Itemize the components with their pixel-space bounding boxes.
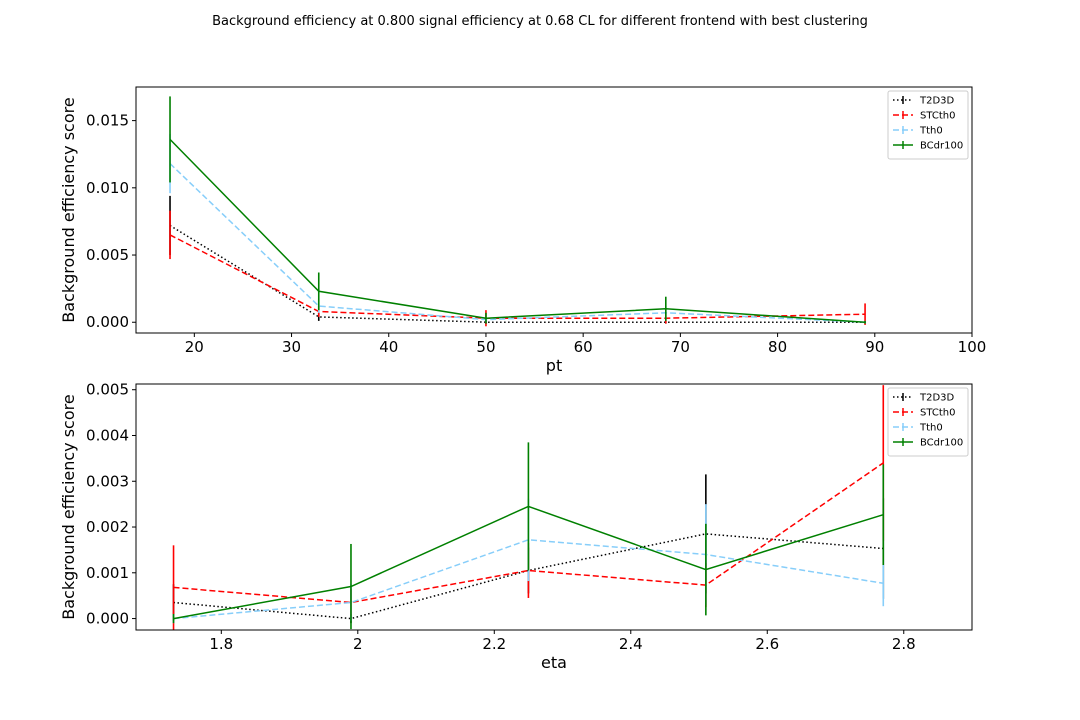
eta-x-axis-label: eta bbox=[541, 653, 567, 672]
pt-series-stcth0 bbox=[169, 210, 866, 327]
eta-y-tick-label: 0.002 bbox=[86, 518, 129, 536]
pt-y-tick-label: 0.015 bbox=[86, 112, 129, 130]
pt-panel: pt Background efficiency score 20 30 40 50 6… bbox=[59, 86, 986, 375]
pt-line-tth0 bbox=[169, 163, 866, 323]
pt-y-axis-label: Background efficiency score bbox=[59, 97, 78, 322]
eta-series bbox=[172, 385, 885, 630]
pt-legend-label: BCdr100 bbox=[920, 141, 963, 152]
pt-series bbox=[169, 96, 866, 327]
eta-axes-frame bbox=[135, 383, 973, 631]
eta-legend: T2D3D STCth0 Tth0 BCdr100 bbox=[887, 387, 969, 457]
pt-legend-label: T2D3D bbox=[919, 96, 955, 107]
pt-x-tick-label: 20 bbox=[185, 338, 204, 356]
eta-legend-box bbox=[887, 387, 969, 457]
pt-series-bcdr100 bbox=[169, 96, 866, 324]
pt-line-bcdr100 bbox=[169, 138, 866, 323]
eta-y-tick-label: 0.003 bbox=[86, 472, 129, 490]
eta-x-tick-label: 2.4 bbox=[619, 635, 643, 653]
pt-y-tick-label: 0.005 bbox=[86, 246, 129, 264]
pt-x-tick-label: 30 bbox=[282, 338, 301, 356]
eta-x-tick-label: 2.8 bbox=[892, 635, 916, 653]
pt-ticks: 20 30 40 50 60 70 80 90 100 0.000 0.005 0.010 0.015 bbox=[86, 112, 986, 356]
eta-legend-label: T2D3D bbox=[919, 393, 955, 404]
eta-line-tth0 bbox=[173, 539, 884, 620]
pt-y-tick-label: 0.000 bbox=[86, 313, 129, 331]
eta-legend-label: Tth0 bbox=[919, 423, 943, 434]
pt-axes-frame bbox=[135, 86, 973, 334]
pt-x-tick-label: 90 bbox=[865, 338, 884, 356]
pt-series-t2d3d bbox=[169, 195, 866, 324]
pt-x-tick-label: 60 bbox=[574, 338, 593, 356]
eta-legend-label: BCdr100 bbox=[920, 438, 963, 449]
pt-legend-label: Tth0 bbox=[919, 126, 943, 137]
eta-y-tick-label: 0.004 bbox=[86, 426, 129, 444]
eta-x-tick-label: 1.8 bbox=[209, 635, 233, 653]
pt-x-tick-label: 70 bbox=[671, 338, 690, 356]
pt-x-tick-label: 100 bbox=[958, 338, 987, 356]
pt-line-stcth0 bbox=[169, 234, 866, 319]
eta-y-tick-label: 0.000 bbox=[86, 610, 129, 628]
eta-x-tick-label: 2.2 bbox=[482, 635, 506, 653]
pt-series-tth0 bbox=[169, 134, 866, 324]
pt-legend-label: STCth0 bbox=[920, 111, 955, 122]
eta-line-bcdr100 bbox=[173, 505, 884, 620]
eta-y-tick-label: 0.005 bbox=[86, 381, 129, 399]
pt-x-tick-label: 80 bbox=[768, 338, 787, 356]
eta-ticks: 1.8 2 2.2 2.4 2.6 2.8 0.000 0.001 0.002 0.003 0.00… bbox=[86, 381, 916, 653]
eta-x-tick-label: 2 bbox=[353, 635, 363, 653]
eta-panel: eta Background efficiency score 1.8 2 2.2 2… bbox=[59, 381, 973, 672]
eta-legend-label: STCth0 bbox=[920, 408, 955, 419]
pt-legend-box bbox=[887, 90, 969, 160]
figure-title: Background efficiency at 0.800 signal ef… bbox=[212, 14, 868, 29]
pt-x-tick-label: 40 bbox=[379, 338, 398, 356]
pt-line-t2d3d bbox=[169, 224, 866, 323]
eta-y-tick-label: 0.001 bbox=[86, 564, 129, 582]
pt-y-tick-label: 0.010 bbox=[86, 179, 129, 197]
pt-legend: T2D3D STCth0 Tth0 BCdr100 bbox=[887, 90, 969, 160]
eta-y-axis-label: Background efficiency score bbox=[59, 394, 78, 619]
pt-x-axis-label: pt bbox=[546, 356, 562, 375]
eta-x-tick-label: 2.6 bbox=[755, 635, 779, 653]
eta-series-bcdr100 bbox=[172, 442, 885, 630]
pt-x-tick-label: 50 bbox=[476, 338, 495, 356]
